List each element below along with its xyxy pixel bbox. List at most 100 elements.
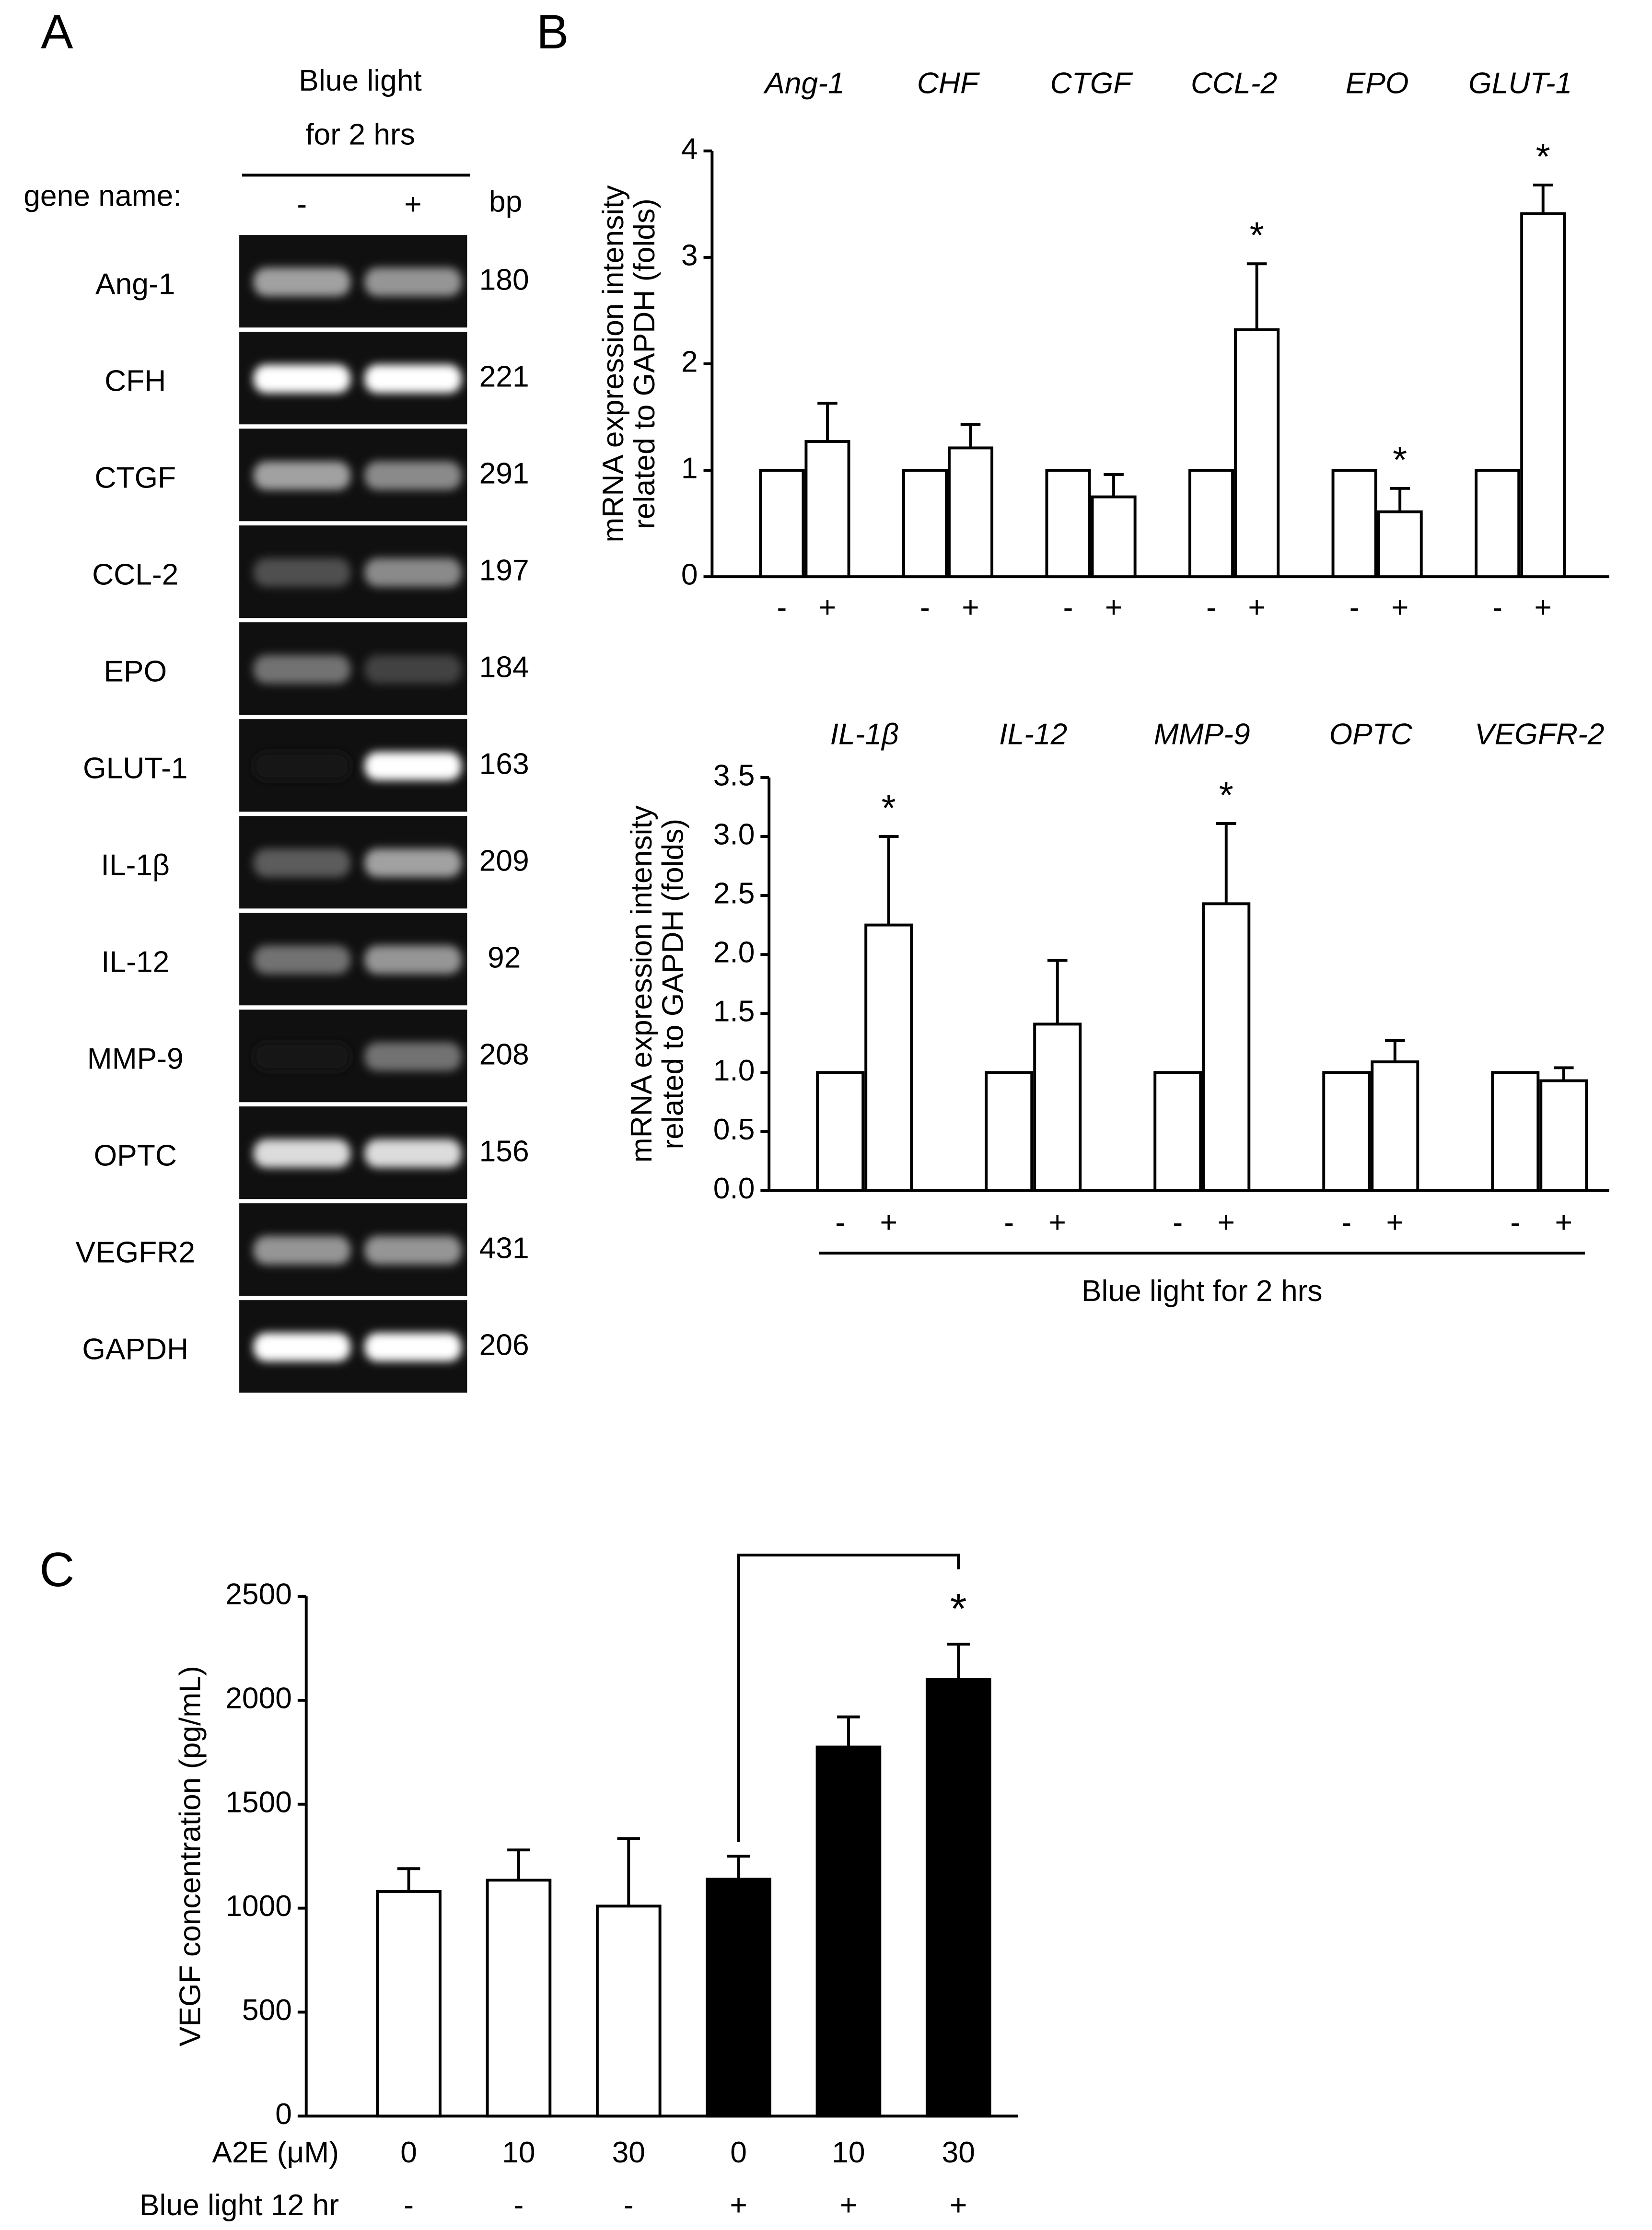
group-sublabel: + [880, 1206, 897, 1239]
bar [925, 1678, 991, 2118]
error-bar [817, 402, 838, 442]
bar [1331, 469, 1377, 579]
error-bar [947, 1642, 970, 1680]
row-value: 10 [832, 2136, 865, 2169]
bar [486, 1879, 552, 2118]
bar [1539, 1079, 1588, 1192]
group-sublabel: - [777, 591, 787, 624]
gel-band [364, 1236, 462, 1265]
band-size: 221 [479, 360, 529, 394]
gel-band [253, 1333, 350, 1361]
error-bar [507, 1848, 530, 1881]
gene-label: EPO [104, 655, 167, 688]
y-tick-label: 2 [681, 345, 698, 378]
error-bar [617, 1837, 640, 1906]
error-bar [727, 1855, 750, 1879]
bar [1377, 510, 1423, 579]
y-tick-label: 1000 [225, 1890, 292, 1923]
gene-label: OPTC [94, 1139, 177, 1173]
y-axis-label: VEGF concentration (pg/mL) [174, 1666, 207, 2046]
y-tick-label: 0.5 [713, 1113, 755, 1146]
bar [1033, 1022, 1082, 1192]
group-sublabel: + [819, 591, 836, 624]
gene-label: CCL-2 [92, 558, 178, 592]
y-tick-label: 0.0 [713, 1172, 755, 1205]
group-title: IL-12 [999, 718, 1067, 751]
y-tick-label: 2000 [225, 1682, 292, 1715]
group-sublabel: - [1004, 1206, 1014, 1239]
group-title: VEGFR-2 [1475, 718, 1604, 751]
bar [1322, 1071, 1371, 1192]
y-tick-label: 3 [681, 239, 698, 272]
significance-star: * [1536, 136, 1550, 177]
group-sublabel: + [1391, 591, 1408, 624]
group-sublabel: - [1341, 1206, 1351, 1239]
gene-label: VEGFR2 [75, 1236, 195, 1269]
significance-star: * [1219, 775, 1233, 816]
gel-band [253, 1236, 350, 1265]
row-value: 0 [730, 2136, 747, 2169]
band-size: 197 [479, 554, 529, 587]
band-size: 206 [479, 1329, 529, 1362]
row-value: - [624, 2189, 634, 2222]
group-sublabel: - [1510, 1206, 1520, 1239]
row-value: + [730, 2189, 747, 2222]
y-axis-label: related to GAPDH (folds) [657, 819, 690, 1150]
significance-star: * [950, 1584, 967, 1632]
gel-band [364, 1333, 462, 1361]
group-title: IL-1β [830, 718, 899, 751]
group-sublabel: + [1105, 591, 1122, 624]
bar [804, 440, 850, 579]
group-sublabel: - [1206, 591, 1216, 624]
significance-star: * [1393, 440, 1407, 481]
row-value: - [404, 2189, 414, 2222]
error-bar [1384, 1039, 1405, 1062]
band-size: 92 [488, 941, 521, 975]
bar [1202, 902, 1251, 1192]
y-tick-label: 3.0 [713, 818, 755, 851]
bar [1475, 469, 1521, 579]
y-tick-label: 2500 [225, 1578, 292, 1611]
gel-band [253, 1042, 350, 1071]
x-axis-label: Blue light for 2 hrs [1082, 1275, 1323, 1308]
group-title: OPTC [1329, 718, 1413, 751]
row-value: 30 [942, 2136, 975, 2169]
gel-band [253, 461, 350, 490]
gene-label: MMP-9 [87, 1043, 184, 1076]
error-bar [837, 1715, 860, 1747]
error-bar [878, 835, 899, 925]
bar [902, 469, 948, 579]
gel-band [364, 558, 462, 587]
group-title: MMP-9 [1154, 718, 1250, 751]
bar [816, 1071, 865, 1192]
bar [1234, 328, 1280, 579]
gel-band [364, 945, 462, 974]
gel-band [253, 752, 350, 780]
bar [759, 469, 805, 579]
gene-label: CFH [105, 365, 166, 398]
y-tick-label: 2.5 [713, 877, 755, 910]
gel-band [364, 1042, 462, 1071]
row-value: 30 [612, 2136, 645, 2169]
bar [706, 1877, 771, 2118]
gel-band [364, 655, 462, 684]
y-axis-label: mRNA expression intensity [597, 185, 630, 543]
group-title: CCL-2 [1191, 67, 1277, 100]
gel-band [253, 945, 350, 974]
bar [595, 1905, 662, 2118]
group-sublabel: + [962, 591, 979, 624]
y-tick-label: 4 [681, 132, 698, 165]
group-sublabel: + [1049, 1206, 1066, 1239]
group-title: GLUT-1 [1468, 67, 1572, 100]
band-size: 163 [479, 748, 529, 781]
gel-band [364, 752, 462, 780]
band-size: 208 [479, 1038, 529, 1071]
gel-band [364, 848, 462, 877]
gel-band [253, 364, 350, 393]
bar [947, 446, 994, 579]
y-tick-label: 1 [681, 452, 698, 485]
error-bar [1390, 487, 1410, 512]
gel-band [253, 655, 350, 684]
row-value: + [950, 2189, 967, 2222]
